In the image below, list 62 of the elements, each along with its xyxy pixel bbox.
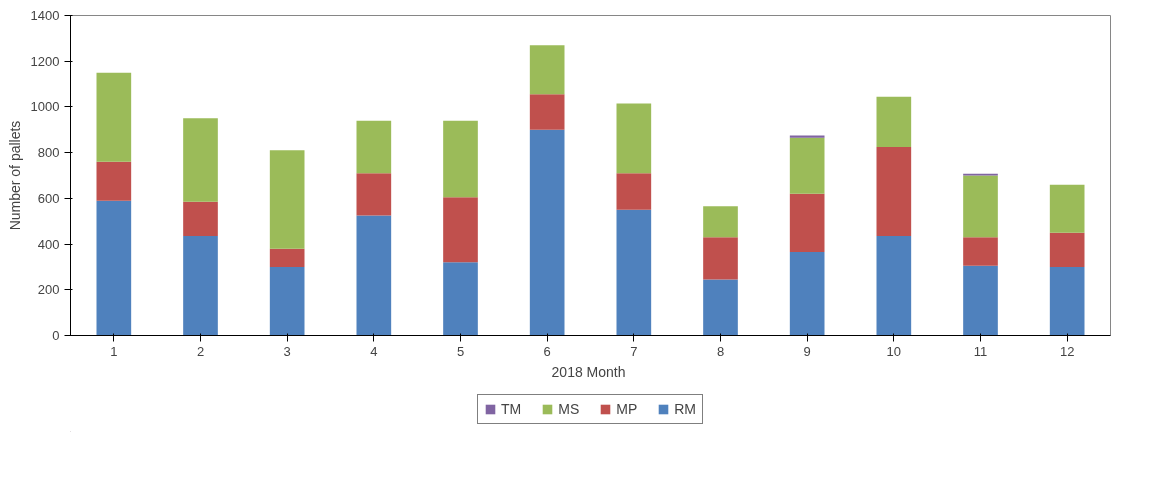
bar [616, 209, 652, 336]
x-tick-label: 11 [973, 343, 988, 359]
x-tick-label: 3 [283, 343, 291, 359]
bar [356, 120, 392, 174]
bar [1049, 266, 1085, 336]
bar [529, 94, 565, 130]
x-tick-label: 5 [456, 343, 465, 359]
bar [443, 120, 478, 198]
bar [789, 193, 825, 253]
bar [876, 96, 912, 147]
y-tick-label: 1400 [30, 8, 60, 23]
bar [96, 72, 132, 162]
x-tick-label: 4 [370, 343, 378, 359]
bar [443, 262, 478, 336]
bar [96, 161, 132, 201]
x-tick-label: 12 [1059, 343, 1075, 359]
bar [703, 206, 738, 238]
y-tick-label: 1200 [30, 53, 60, 69]
bar [703, 237, 738, 280]
bar [269, 248, 305, 267]
y-tick-label: 600 [37, 190, 60, 206]
bar [789, 252, 825, 336]
x-tick-label: 8 [716, 343, 725, 359]
bar [96, 200, 132, 336]
bar [1049, 184, 1085, 233]
bar [443, 197, 478, 263]
legend-label: TM [501, 401, 522, 417]
x-tick-label: 9 [803, 343, 811, 359]
x-axis-title: 2018 Month [551, 363, 626, 380]
bar [876, 146, 912, 237]
y-tick-label: 400 [37, 236, 60, 252]
x-tick-label: 6 [543, 343, 551, 359]
bar [876, 236, 912, 336]
x-tick-label: 1 [110, 343, 118, 359]
bar [616, 103, 652, 174]
bar [269, 266, 305, 336]
bar [963, 237, 998, 266]
bar [183, 236, 218, 336]
y-axis-title: Number of pallets [6, 120, 23, 231]
bar [183, 118, 218, 202]
bar [616, 173, 652, 210]
y-tick-label: 800 [37, 145, 60, 161]
bar [529, 45, 565, 95]
bar [356, 215, 392, 336]
legend-label: MP [616, 401, 638, 417]
bar [1049, 232, 1085, 267]
legend-label: RM [674, 401, 696, 417]
bar [183, 201, 218, 237]
y-tick-label: 1000 [30, 99, 60, 115]
bar [789, 137, 825, 194]
y-tick-label: 0 [52, 328, 60, 343]
bar [703, 279, 738, 336]
x-tick-label: 7 [630, 343, 638, 359]
bar [963, 175, 998, 238]
bar [356, 173, 392, 216]
bar [529, 129, 565, 336]
x-tick-label: 10 [886, 343, 902, 359]
legend-label: MS [558, 401, 580, 417]
bar [963, 265, 998, 336]
y-tick-label: 200 [37, 282, 60, 298]
bar [269, 150, 305, 249]
x-tick-label: 2 [196, 343, 205, 359]
